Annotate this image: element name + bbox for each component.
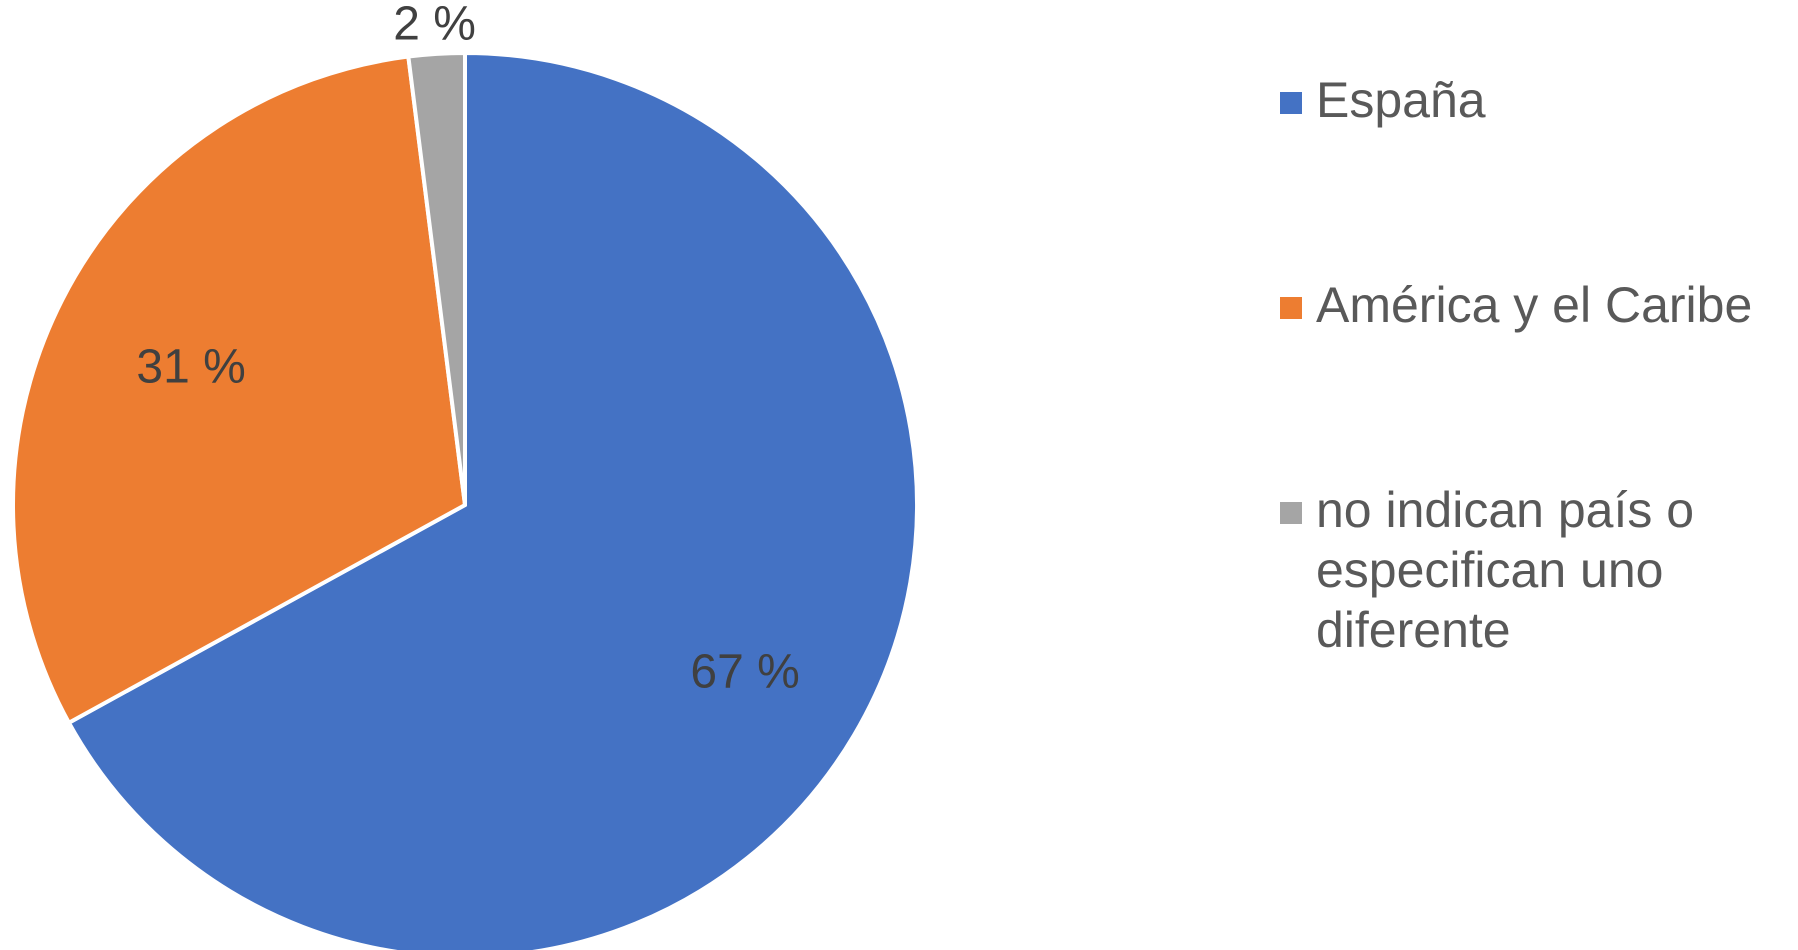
- legend-label-espana: España: [1316, 72, 1486, 128]
- legend-item-espana: España: [1280, 70, 1780, 275]
- legend-swatch-espana: [1280, 92, 1302, 114]
- legend-item-america-caribe: América y el Caribe: [1280, 275, 1780, 480]
- pie-slice-espana: [66, 51, 919, 950]
- data-label-no-indican-pais-o-especifican-uno-diferente: 2 %: [393, 0, 476, 50]
- legend-label-america-caribe: América y el Caribe: [1316, 277, 1753, 333]
- data-label-america-y-el-caribe: 31 %: [136, 340, 245, 393]
- legend-swatch-america-caribe: [1280, 297, 1302, 319]
- legend-item-no-indican: no indican país o especifican uno difere…: [1280, 480, 1780, 660]
- legend: España América y el Caribe no indican pa…: [1280, 70, 1780, 660]
- legend-label-no-indican: no indican país o especifican uno difere…: [1316, 482, 1695, 658]
- pie-data-labels: 67 % 31 % 2 %: [136, 0, 799, 699]
- data-label-espana: 67 %: [690, 646, 799, 699]
- pie-slice-no-indican-pais-o-especifican-uno-diferente: [406, 51, 467, 507]
- pie-slice-america-y-el-caribe: [11, 54, 467, 725]
- legend-swatch-no-indican: [1280, 502, 1302, 524]
- pie-slices: [11, 51, 919, 950]
